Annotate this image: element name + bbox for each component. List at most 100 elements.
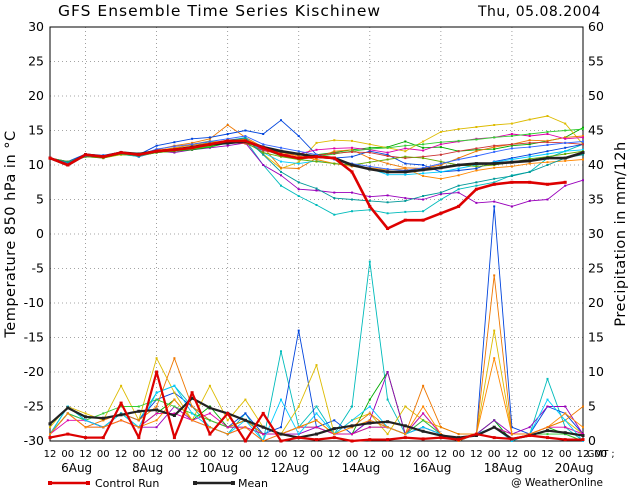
- precip-member-point: [528, 426, 531, 429]
- y-tick-label: -10: [24, 295, 44, 310]
- temp-member-point: [510, 133, 513, 135]
- temp-member-point: [475, 181, 478, 184]
- temp-control-point: [546, 182, 549, 186]
- temp-control-point: [421, 218, 425, 222]
- temp-control-point: [66, 163, 70, 167]
- temp-member-point: [351, 198, 353, 201]
- precip-member-point: [173, 357, 176, 360]
- x-hour-label: 12: [363, 449, 376, 460]
- precip-member-point: [155, 412, 158, 415]
- precip-member-point: [102, 412, 105, 415]
- temp-member-point: [457, 150, 460, 153]
- temp-member-point: [297, 195, 300, 197]
- precip-member-point: [386, 371, 389, 373]
- chart-title: GFS Ensemble Time Series Kischinew: [58, 2, 381, 20]
- y-tick-label: -5: [32, 261, 44, 276]
- temp-control-point: [457, 204, 461, 208]
- temp-member-point: [422, 164, 425, 166]
- x-date-label: 20Aug: [555, 461, 594, 475]
- temp-member-point: [546, 141, 549, 144]
- temp-member-point: [297, 181, 300, 184]
- x-hour-label: 12: [79, 449, 92, 460]
- y2-tick-label: 10: [588, 364, 604, 379]
- chart-date: Thu, 05.08.2004: [477, 4, 601, 20]
- temp-member-point: [386, 146, 389, 149]
- temp-member-point: [510, 147, 513, 150]
- precip-member-point: [84, 412, 87, 415]
- precip-member-point: [49, 426, 51, 429]
- precip-control-point: [403, 436, 407, 440]
- y-tick-label: 5: [36, 192, 44, 207]
- temp-member-point: [368, 195, 371, 198]
- x-date-label: 18Aug: [484, 461, 523, 475]
- temp-control-point: [243, 139, 247, 143]
- temp-member-point: [191, 143, 194, 146]
- temp-member-point: [475, 150, 478, 153]
- x-hour-label: 12: [150, 449, 163, 460]
- precip-member-point: [155, 405, 158, 408]
- precip-member-point: [493, 274, 496, 277]
- precip-control-point: [563, 438, 567, 442]
- temp-member-point: [457, 128, 460, 131]
- temp-member-point: [475, 148, 478, 151]
- temp-member-point: [439, 160, 442, 163]
- legend-marker-mean-2: [231, 481, 235, 485]
- precip-mean-point: [66, 406, 70, 410]
- precip-member-point: [493, 357, 496, 360]
- x-hour-label: 00: [275, 449, 288, 460]
- y2-tick-label: 25: [588, 261, 604, 276]
- temp-member-point: [528, 143, 531, 146]
- temp-member-point: [333, 139, 336, 142]
- y2-tick-label: 45: [588, 123, 604, 138]
- temp-member-point: [546, 133, 549, 135]
- y-tick-label: 0: [36, 226, 44, 241]
- precip-mean-point: [84, 415, 87, 419]
- temp-member-point: [244, 135, 247, 137]
- temp-member-point: [351, 150, 353, 153]
- x-hour-label: 12: [115, 449, 128, 460]
- precip-member-point: [351, 405, 353, 408]
- precip-member-point: [66, 412, 69, 415]
- temp-member-point: [439, 146, 442, 149]
- temp-member-point: [510, 175, 513, 177]
- y2-tick-label: 0: [588, 433, 596, 448]
- precip-member-point: [368, 426, 371, 429]
- temp-member-point: [297, 135, 300, 137]
- precip-member-point: [493, 329, 496, 332]
- temp-member-point: [351, 210, 353, 213]
- precip-member-point: [333, 433, 336, 436]
- precip-member-point: [368, 260, 371, 263]
- precip-mean-point: [119, 413, 123, 417]
- main-series: [48, 139, 585, 443]
- legend-label-control-run: Control Run: [95, 477, 159, 489]
- temp-member-point: [404, 140, 407, 143]
- temp-member-point: [351, 155, 353, 158]
- temp-member-point: [439, 141, 442, 144]
- precip-member-point: [84, 419, 87, 422]
- precip-member-point: [49, 433, 51, 436]
- temp-member-point: [386, 194, 389, 197]
- y-axis-label: Temperature 850 hPa in °C: [3, 130, 19, 338]
- temp-control-point: [350, 170, 354, 174]
- temp-member-point: [333, 197, 336, 200]
- temp-control-point: [119, 151, 123, 155]
- temp-control-point: [101, 155, 105, 159]
- temp-member-point: [386, 168, 389, 171]
- temp-member-point: [333, 147, 336, 150]
- temp-control-point: [226, 139, 230, 143]
- precip-member-point: [155, 391, 158, 394]
- precip-member-point: [173, 398, 176, 401]
- temp-member-point: [528, 146, 531, 149]
- temp-member-point: [173, 145, 176, 148]
- temp-mean-point: [297, 152, 301, 156]
- x-hour-label: 00: [559, 449, 572, 460]
- x-hour-label: 00: [61, 449, 74, 460]
- temp-member-point: [475, 184, 478, 187]
- precip-member-point: [315, 419, 318, 422]
- y-tick-label: 20: [28, 88, 44, 103]
- temp-member-point: [404, 197, 407, 200]
- temp-member-point: [422, 146, 425, 149]
- x-axis-ticks: 12 00 12 00 12 00 12 00 12 00 12 00 12 00 12 00 12 00 12 00…: [44, 449, 615, 475]
- temp-member-point: [333, 152, 336, 155]
- precip-control-point: [581, 438, 585, 442]
